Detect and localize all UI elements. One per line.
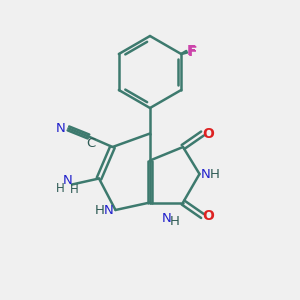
Text: C: C xyxy=(86,136,95,150)
Text: H: H xyxy=(170,215,180,228)
Text: N: N xyxy=(162,212,171,226)
Text: H: H xyxy=(210,167,220,181)
Text: H: H xyxy=(70,183,79,196)
Text: H: H xyxy=(95,203,105,217)
Text: H: H xyxy=(56,182,65,195)
Text: N: N xyxy=(201,167,211,181)
Text: N: N xyxy=(63,174,72,188)
Text: F: F xyxy=(188,45,197,58)
Text: O: O xyxy=(202,209,214,223)
Text: O: O xyxy=(202,127,214,140)
Text: N: N xyxy=(104,203,114,217)
Text: N: N xyxy=(56,122,66,135)
Text: F: F xyxy=(187,44,196,58)
